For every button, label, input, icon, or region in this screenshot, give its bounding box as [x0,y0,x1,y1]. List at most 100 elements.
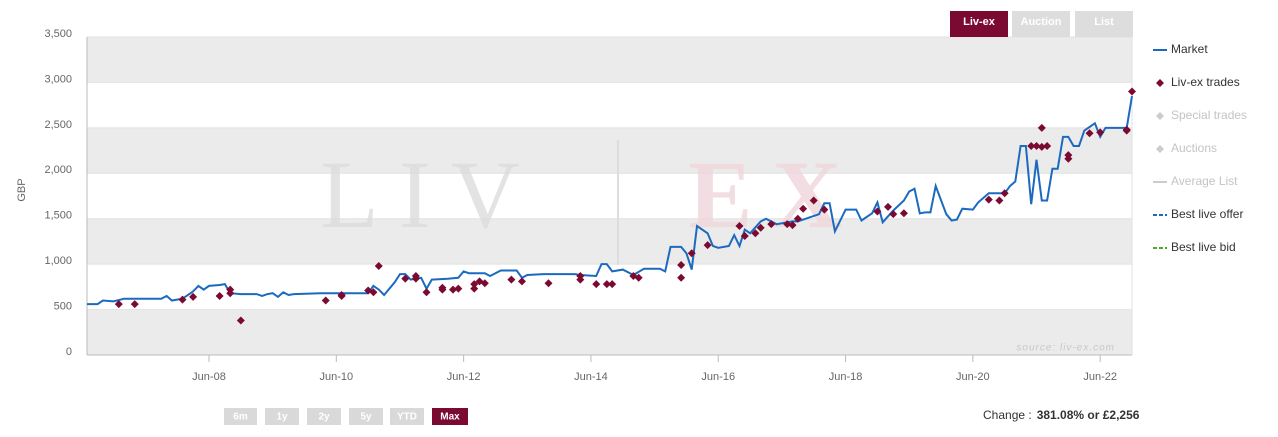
tab-button[interactable] [1075,11,1133,37]
trade-point [369,288,378,297]
trade-point [602,280,611,289]
range-button[interactable] [307,408,341,425]
watermark: EX [688,141,861,248]
legend-symbol [1156,112,1164,120]
legend-label: Liv-ex trades [1171,75,1240,89]
trade-point [1027,142,1036,151]
trade-point [337,291,346,300]
trade-point [767,220,776,229]
trade-point [677,261,686,270]
trade-point [374,261,383,270]
tab-label[interactable]: Auction [1021,16,1062,28]
plot-background [86,36,1133,356]
band [87,218,1132,265]
range-button[interactable] [390,408,424,425]
trade-point [1085,129,1094,138]
legend-label: Best live bid [1171,240,1236,254]
range-button[interactable] [432,408,468,425]
tab-label[interactable]: List [1094,16,1114,28]
legend-symbol [1156,79,1164,87]
trade-point [634,273,643,282]
trade-point [544,279,553,288]
trade-point [1064,151,1073,160]
legend-label: Special trades [1171,108,1247,122]
legend-label: Average List [1171,174,1238,188]
legend-label: Best live offer [1171,207,1243,221]
trade-point [809,196,818,205]
legend-symbol [1156,145,1164,153]
trade-point [608,280,617,289]
range-label[interactable]: 5y [360,412,372,423]
trade-point [507,275,516,284]
trade-point [995,196,1004,205]
band [87,309,1132,355]
trade-point [799,204,808,213]
y-tick-label: 0 [66,346,72,358]
x-tick-label: Jun-18 [829,371,863,383]
range-label[interactable]: 2y [318,412,330,423]
range-label[interactable]: YTD [397,412,417,423]
tab-button[interactable] [950,11,1008,37]
trade-point [740,231,749,240]
range-label[interactable]: 6m [233,412,248,423]
trade-point [236,316,245,325]
range-label[interactable]: 1y [276,412,288,423]
trade-point [788,221,797,230]
x-tick-label: Jun-22 [1083,371,1117,383]
legend-label: Market [1171,42,1208,56]
trade-point [1000,189,1009,198]
trade-point [820,205,829,214]
trade-point [321,296,330,305]
band [87,127,1132,174]
trade-point [735,221,744,230]
trade-point [454,284,463,293]
trade-point [1037,123,1046,132]
trade-point [783,220,792,229]
y-tick-label: 1,500 [44,210,72,222]
trade-point [984,195,993,204]
x-tick-label: Jun-10 [319,371,353,383]
trade-point [422,288,431,297]
trade-point [401,274,410,283]
x-tick-label: Jun-14 [574,371,608,383]
trade-point [687,249,696,258]
y-tick-label: 2,000 [44,164,72,176]
range-button[interactable] [265,408,299,425]
y-tick-label: 500 [54,300,72,312]
trade-point [889,210,898,219]
x-tick-label: Jun-12 [447,371,481,383]
band [87,37,1132,83]
trade-point [899,209,908,218]
change-label: Change : [983,408,1032,422]
trade-point [1032,142,1041,151]
range-button[interactable] [349,408,383,425]
trade-point [703,241,712,250]
y-tick-label: 2,500 [44,119,72,131]
tab-button[interactable] [1012,11,1070,37]
trade-point [592,280,601,289]
y-tick-label: 1,000 [44,255,72,267]
trade-point [1037,142,1046,151]
trade-point [189,292,198,301]
x-tick-label: Jun-16 [701,371,735,383]
trade-point [178,295,187,304]
watermark: LIV [320,141,540,248]
legend-label: Auctions [1171,141,1217,155]
trade-point [517,277,526,286]
range-button[interactable] [224,408,257,425]
source-note: source: liv-ex.com [1016,343,1115,354]
range-label[interactable]: Max [440,412,460,423]
trade-point [449,285,458,294]
change-text: Change : 381.08% or £2,256 [983,408,1140,422]
change-value: 381.08% or £2,256 [1037,408,1140,422]
trade-point [873,207,882,216]
trade-point [1096,128,1105,137]
trade-point [470,284,479,293]
trade-point [751,229,760,238]
y-tick-label: 3,000 [44,73,72,85]
trade-point [411,271,420,280]
trade-point [470,280,479,289]
tab-label[interactable]: Liv-ex [963,16,996,28]
trade-point [677,273,686,282]
